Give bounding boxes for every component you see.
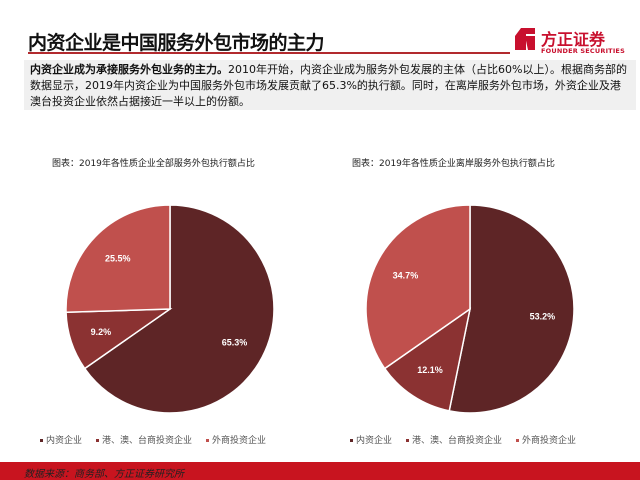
legend-swatch (350, 439, 353, 442)
legend-swatch (206, 439, 210, 442)
legend-swatch (96, 439, 100, 442)
legend-2: 内资企业 港、澳、台商投资企业 外商投资企业 (350, 433, 576, 446)
pie-slice-1 (83, 204, 275, 414)
footer-bar: 数据来源：商务部、方正证券研究所 (0, 462, 640, 480)
pie-slice-1 (448, 204, 575, 414)
legend-label: 外商投资企业 (522, 436, 577, 446)
logo-cn: 方正证券 (541, 30, 606, 49)
pie-slice-3 (65, 204, 171, 314)
data-label: 53.2% (530, 311, 556, 321)
logo-en: FOUNDER SECURITIES (541, 47, 625, 55)
legend-swatch (516, 439, 520, 442)
data-label: 25.5% (105, 253, 131, 263)
legend-item: 内资企业 (350, 433, 392, 446)
summary-bold: 内资企业成为承接服务外包业务的主力。 (30, 63, 228, 76)
data-label: 12.1% (417, 365, 443, 375)
data-label: 65.3% (222, 338, 248, 348)
logo-mark-icon (515, 28, 535, 50)
chart-title-2: 图表：2019年各性质企业离岸服务外包执行额占比 (352, 159, 555, 169)
legend-swatch (40, 439, 43, 442)
pie-slice-3 (365, 204, 471, 370)
legend-item: 外商投资企业 (516, 433, 576, 446)
legend-item: 港、澳、台商投资企业 (96, 433, 192, 446)
data-label: 34.7% (393, 270, 419, 280)
chart-title-1: 图表：2019年各性质企业全部服务外包执行额占比 (52, 159, 255, 169)
summary-text: 2010年开始，内资企业成为服务外包发展的主体（占比60%以上）。根据商务部的数… (30, 63, 627, 108)
legend-item: 港、澳、台商投资企业 (406, 433, 502, 446)
legend-label: 港、澳、台商投资企业 (102, 436, 193, 446)
title-underline (28, 52, 510, 54)
data-label: 9.2% (91, 327, 112, 337)
legend-item: 内资企业 (40, 433, 82, 446)
legend-label: 内资企业 (46, 436, 83, 446)
legend-label: 内资企业 (356, 436, 393, 446)
legend-label: 外商投资企业 (212, 436, 267, 446)
source-note: 数据来源：商务部、方正证券研究所 (24, 469, 184, 480)
page-title: 内资企业是中国服务外包市场的主力 (28, 32, 325, 54)
brand-logo: 方正证券 FOUNDER SECURITIES (515, 26, 625, 56)
legend-label: 港、澳、台商投资企业 (412, 436, 503, 446)
legend-1: 内资企业 港、澳、台商投资企业 外商投资企业 (40, 433, 266, 446)
pie-slice-2 (383, 307, 472, 412)
legend-swatch (406, 439, 410, 442)
legend-item: 外商投资企业 (206, 433, 266, 446)
summary-box: 内资企业成为承接服务外包业务的主力。2010年开始，内资企业成为服务外包发展的主… (24, 60, 636, 110)
